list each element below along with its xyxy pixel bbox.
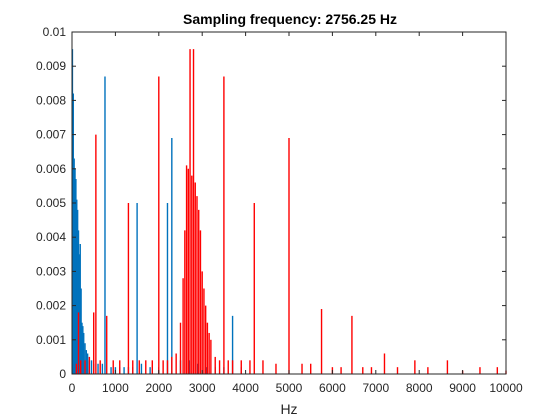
y-tick-label-6: 0.006	[36, 162, 66, 176]
y-tick-label-2: 0.002	[36, 299, 66, 313]
x-tick-label-3: 3000	[189, 381, 216, 395]
y-tick-label-0: 0	[59, 367, 66, 381]
x-tick-label-7: 7000	[362, 381, 389, 395]
x-tick-label-8: 8000	[406, 381, 433, 395]
x-tick-label-4: 4000	[232, 381, 259, 395]
chart-title: Sampling frequency: 2756.25 Hz	[183, 11, 397, 27]
y-axis-ticks: 0 0.001 0.002 0.003 0.004 0.005 0.006 0.007 0.00…	[36, 25, 506, 381]
x-tick-label-0: 0	[69, 381, 76, 395]
y-tick-label-7: 0.007	[36, 128, 66, 142]
y-tick-label-3: 0.003	[36, 264, 66, 278]
x-tick-label-2: 2000	[145, 381, 172, 395]
x-tick-label-9: 9000	[449, 381, 476, 395]
y-tick-label-4: 0.004	[36, 230, 66, 244]
y-tick-label-1: 0.001	[36, 333, 66, 347]
y-tick-label-8: 0.008	[36, 93, 66, 107]
x-tick-label-10: 10000	[489, 381, 523, 395]
x-axis-ticks: 0 1000 2000 3000 4000 5000 6000 7000 8000 9000 100…	[69, 32, 523, 395]
x-tick-label-1: 1000	[102, 381, 129, 395]
y-tick-label-9: 0.009	[36, 59, 66, 73]
x-tick-label-6: 6000	[319, 381, 346, 395]
x-axis-label: Hz	[280, 401, 297, 417]
y-tick-label-5: 0.005	[36, 196, 66, 210]
series-1	[75, 49, 507, 374]
bars-layer	[71, 49, 507, 374]
x-tick-label-5: 5000	[276, 381, 303, 395]
y-tick-label-10: 0.01	[43, 25, 67, 39]
